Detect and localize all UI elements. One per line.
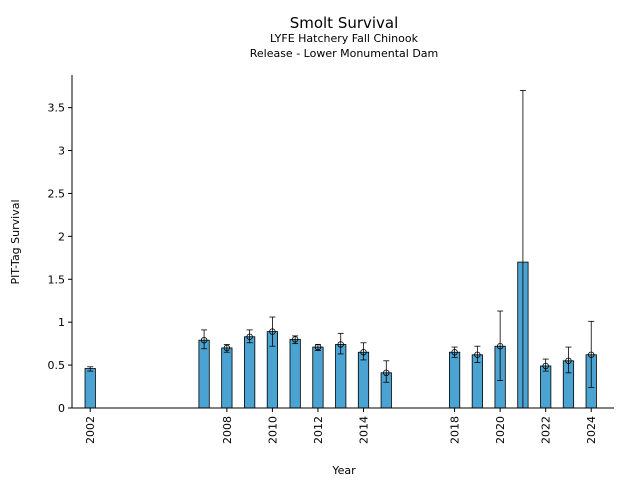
- x-tick-label: 2008: [221, 416, 234, 444]
- plot-area: [84, 90, 597, 409]
- bar-group-2014: [357, 342, 370, 409]
- x-tick-label: 2018: [449, 416, 462, 444]
- point-marker-2014: [360, 349, 367, 356]
- bar-group-2009: [244, 329, 256, 409]
- bar-group-2015: [380, 360, 392, 409]
- bar-2007: [198, 339, 210, 409]
- point-marker-2010: [269, 328, 276, 335]
- y-tick-label: 1: [58, 316, 65, 329]
- bar-group-2023: [562, 346, 575, 409]
- y-tick-label: 2: [58, 230, 65, 243]
- point-marker-2015: [383, 369, 390, 377]
- bar-2002: [84, 368, 96, 409]
- bar-group-2022: [540, 358, 552, 409]
- x-axis-label: Year: [331, 464, 356, 477]
- y-ticks: 0 0.5 1 1.5 2 2.5 3 3.5: [48, 102, 72, 415]
- x-tick-label: 2014: [357, 416, 370, 444]
- y-tick-label: 1.5: [48, 273, 66, 286]
- point-marker-2018: [451, 349, 458, 356]
- chart-title: Smolt Survival: [290, 14, 399, 32]
- bar-group-2011: [289, 335, 301, 409]
- bar-group-2021: [517, 90, 529, 409]
- point-marker-2020: [496, 343, 504, 350]
- bar-group-2020: [494, 310, 506, 409]
- x-tick-label: 2024: [585, 416, 598, 444]
- bar-2018: [448, 351, 461, 409]
- point-marker-2023: [565, 357, 572, 364]
- bar-group-2010: [266, 316, 279, 409]
- point-marker-2008: [223, 344, 231, 352]
- x-ticks: 2002 2008 2010 2012 2014 2018 2020 2022 2024: [84, 408, 598, 444]
- bar-2011: [289, 338, 301, 409]
- y-tick-label: 0: [58, 402, 65, 415]
- point-marker-2011: [291, 336, 299, 343]
- y-tick-label: 3: [58, 145, 65, 158]
- bar-group-2008: [221, 344, 233, 409]
- y-axis-label: PIT-Tag Survival: [9, 199, 22, 284]
- bar-2012: [312, 346, 324, 409]
- bar-2014: [357, 351, 370, 409]
- x-tick-label: 2002: [84, 416, 97, 444]
- bar-group-2013: [335, 332, 347, 409]
- bar-2009: [244, 336, 256, 409]
- bar-group-2002: [84, 366, 96, 409]
- bar-group-2018: [448, 346, 461, 409]
- y-tick-label: 3.5: [48, 102, 66, 115]
- x-tick-label: 2010: [266, 416, 279, 444]
- x-tick-label: 2012: [312, 416, 325, 444]
- bar-group-2012: [312, 343, 324, 409]
- point-marker-2007: [200, 336, 208, 344]
- point-marker-2024: [588, 351, 595, 358]
- x-tick-label: 2020: [494, 416, 507, 444]
- point-marker-2009: [246, 333, 253, 340]
- bar-group-2007: [198, 329, 210, 409]
- x-tick-label: 2022: [540, 416, 553, 444]
- bar-group-2024: [585, 320, 597, 409]
- bar-2008: [221, 347, 233, 409]
- y-tick-label: 2.5: [48, 187, 66, 200]
- point-marker-2019: [474, 351, 481, 358]
- y-tick-label: 0.5: [48, 359, 66, 372]
- point-marker-2022: [542, 362, 549, 370]
- point-marker-2012: [314, 343, 322, 351]
- bar-2022: [540, 365, 552, 409]
- chart-subtitle-line-2: Release - Lower Monumental Dam: [250, 47, 439, 60]
- bar-group-2019: [471, 345, 483, 409]
- point-marker-2013: [337, 341, 344, 348]
- chart-subtitle-line-1: LYFE Hatchery Fall Chinook: [270, 32, 419, 45]
